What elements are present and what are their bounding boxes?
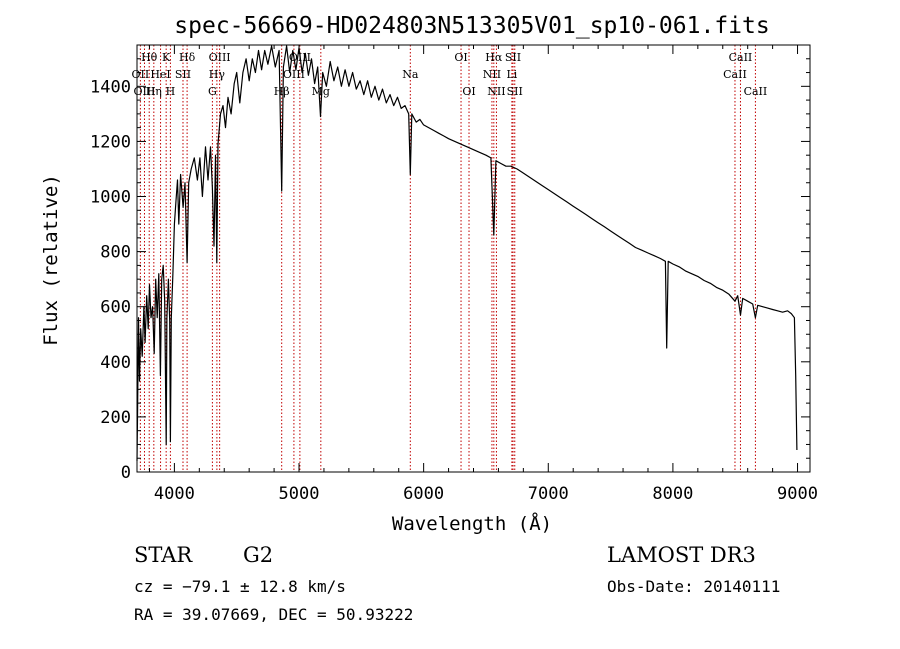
reference-lines (139, 45, 756, 472)
line-label: Mg (312, 85, 330, 98)
object-class: STAR (134, 543, 193, 567)
line-label: NII (487, 85, 505, 98)
spectrum-line (136, 45, 798, 462)
y-tick-label: 1000 (90, 188, 131, 208)
y-tick-label: 1200 (90, 132, 131, 152)
line-label: K (162, 51, 171, 64)
line-label: OII (132, 68, 150, 81)
y-axis-ticks: 0 200 400 600 800 1000 1200 1400 (90, 58, 810, 483)
line-label: CaII (744, 85, 768, 98)
y-tick-label: 600 (100, 298, 131, 318)
line-label: OIII (209, 51, 231, 64)
line-label: Hγ (209, 68, 226, 81)
line-label: OIII (133, 85, 155, 98)
x-tick-label: 8000 (652, 484, 693, 504)
x-tick-label: 6000 (403, 484, 444, 504)
line-label: SII (505, 51, 521, 64)
line-label: OI (462, 85, 475, 98)
line-label: Hβ (274, 85, 290, 98)
chart-title: spec-56669-HD024803N513305V01_sp10-061.f… (174, 13, 769, 39)
x-tick-label: 5000 (279, 484, 320, 504)
x-tick-label: 7000 (528, 484, 569, 504)
line-label: Hη (146, 85, 162, 98)
y-tick-label: 400 (100, 353, 131, 373)
y-tick-label: 800 (100, 243, 131, 263)
line-label: CaII (723, 68, 747, 81)
coordinates: RA = 39.07669, DEC = 50.93222 (134, 605, 413, 624)
line-label: SII (175, 68, 191, 81)
line-label: G (208, 85, 217, 98)
line-label: CaII (729, 51, 753, 64)
x-tick-label: 9000 (777, 484, 818, 504)
radial-velocity: cz = −79.1 ± 12.8 km/s (134, 577, 346, 596)
x-axis-label: Wavelength (Å) (392, 512, 552, 535)
line-label: Hθ (141, 51, 158, 64)
y-tick-label: 1400 (90, 77, 131, 97)
line-label: Na (402, 68, 419, 81)
line-label: Hα (485, 51, 503, 64)
line-label: Li (506, 68, 517, 81)
line-label: NII (483, 68, 501, 81)
plot-frame (136, 44, 811, 473)
line-label: HeI (150, 68, 170, 81)
line-label: OI (454, 51, 467, 64)
line-label: OIII (283, 68, 305, 81)
object-subclass: G2 (243, 543, 273, 567)
line-label: H (166, 85, 176, 98)
survey-name: LAMOST DR3 (607, 543, 756, 567)
x-axis-ticks: 4000 5000 6000 7000 8000 9000 (148, 45, 818, 504)
y-axis-label: Flux (relative) (40, 174, 62, 346)
line-label: Hδ (179, 51, 196, 64)
y-tick-label: 200 (100, 408, 131, 428)
line-label: SII (507, 85, 523, 98)
x-tick-label: 4000 (154, 484, 195, 504)
observation-date: Obs-Date: 20140111 (607, 577, 780, 596)
y-tick-label: 0 (121, 463, 131, 483)
